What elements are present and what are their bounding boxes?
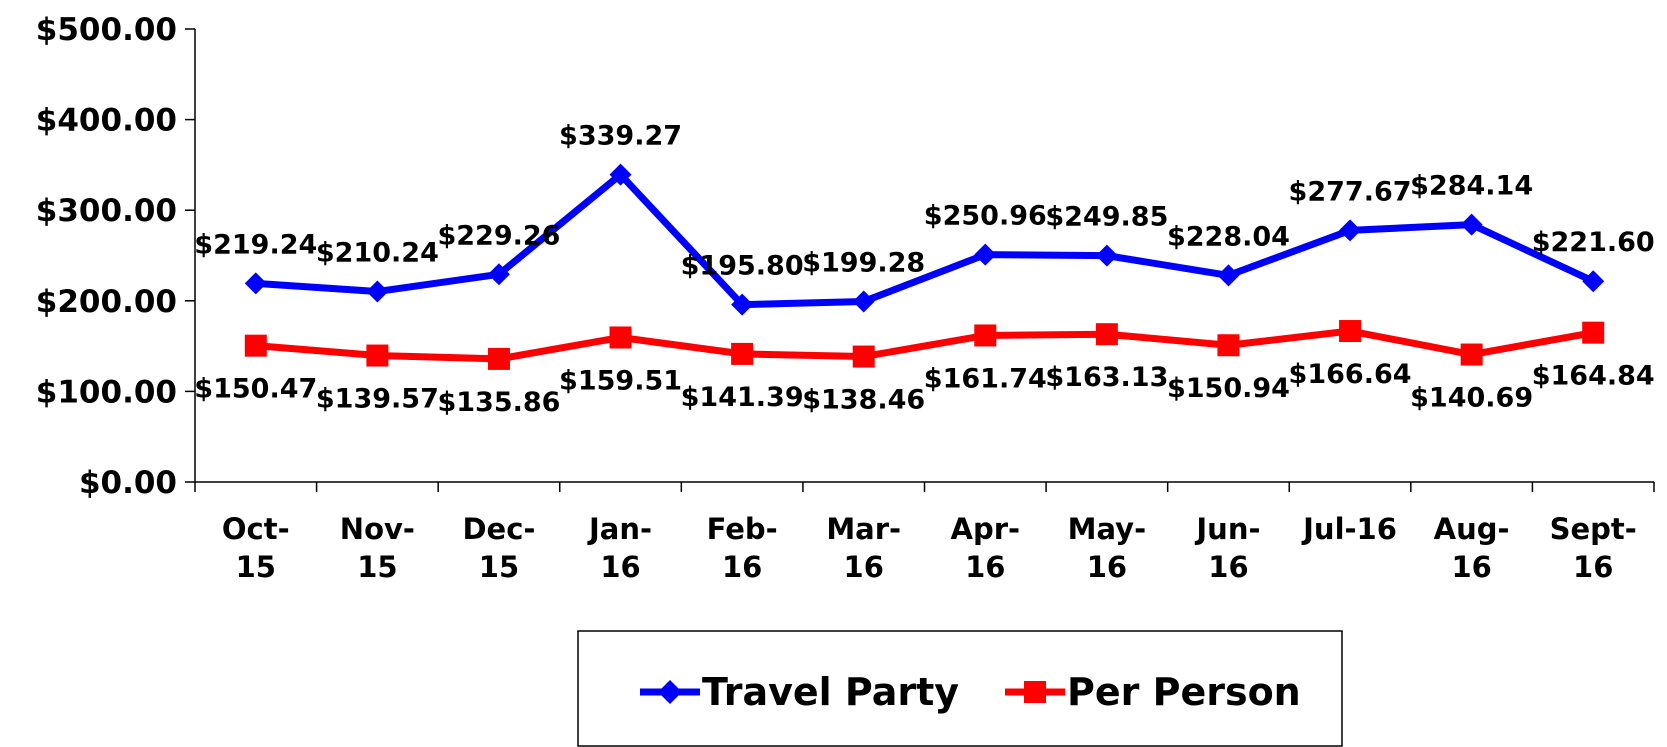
data-label: $138.46 bbox=[802, 385, 925, 416]
legend-marker bbox=[1024, 681, 1046, 703]
x-tick-label: Nov-15 bbox=[339, 512, 415, 584]
legend-label: Travel Party bbox=[702, 670, 959, 714]
data-label: $284.14 bbox=[1410, 171, 1533, 202]
data-label: $161.74 bbox=[924, 363, 1047, 394]
marker bbox=[852, 290, 875, 313]
marker bbox=[487, 347, 510, 370]
marker bbox=[1095, 244, 1118, 267]
line bbox=[255, 327, 1594, 363]
data-label: $141.39 bbox=[681, 382, 804, 413]
data-label: $229.26 bbox=[437, 220, 560, 251]
data-label: $140.69 bbox=[1410, 383, 1533, 414]
marker bbox=[487, 263, 510, 286]
x-tick-label: Dec-15 bbox=[462, 512, 536, 584]
data-label: $150.47 bbox=[194, 374, 317, 405]
legend-label: Per Person bbox=[1067, 670, 1301, 714]
marker bbox=[1460, 213, 1483, 236]
x-tick-label: Sept-16 bbox=[1549, 512, 1637, 584]
line bbox=[255, 171, 1595, 309]
marker bbox=[731, 342, 754, 365]
marker bbox=[1582, 270, 1605, 293]
data-label: $199.28 bbox=[802, 247, 925, 278]
x-tick-label: Jun-16 bbox=[1196, 512, 1261, 584]
data-label: $221.60 bbox=[1532, 227, 1655, 258]
data-label: $219.24 bbox=[194, 229, 317, 260]
x-tick-label: Oct-15 bbox=[221, 512, 290, 584]
data-label: $277.67 bbox=[1289, 176, 1412, 207]
data-label: $195.80 bbox=[681, 251, 804, 282]
x-tick-label: Jan-16 bbox=[589, 512, 653, 584]
marker bbox=[731, 293, 754, 316]
y-tick-label: $300.00 bbox=[36, 193, 177, 229]
data-label: $139.57 bbox=[316, 384, 439, 415]
x-tick-label: Aug-16 bbox=[1433, 512, 1510, 584]
data-label: $339.27 bbox=[559, 121, 682, 152]
legend-marker bbox=[658, 680, 682, 704]
data-label: $210.24 bbox=[316, 238, 439, 269]
y-tick-label: $500.00 bbox=[36, 12, 177, 48]
marker bbox=[366, 280, 389, 303]
marker bbox=[1217, 264, 1240, 287]
data-label: $166.64 bbox=[1289, 359, 1412, 390]
y-tick-label: $200.00 bbox=[36, 284, 177, 320]
marker bbox=[366, 344, 389, 367]
data-label: $249.85 bbox=[1045, 202, 1168, 233]
data-label: $250.96 bbox=[924, 201, 1047, 232]
marker bbox=[609, 163, 632, 186]
legend-box bbox=[577, 630, 1343, 747]
marker bbox=[1095, 323, 1118, 346]
marker bbox=[1460, 343, 1483, 366]
data-label: $228.04 bbox=[1167, 221, 1290, 252]
marker bbox=[852, 345, 875, 368]
marker bbox=[1582, 321, 1605, 344]
y-tick-label: $0.00 bbox=[79, 465, 177, 501]
marker bbox=[1339, 219, 1362, 242]
x-tick-label: Mar-16 bbox=[826, 512, 902, 584]
data-label: $150.94 bbox=[1167, 373, 1290, 404]
x-tick-label: Feb-16 bbox=[706, 512, 778, 584]
x-tick-label: Jul-16 bbox=[1303, 512, 1397, 546]
marker bbox=[1217, 334, 1240, 357]
marker bbox=[609, 326, 632, 349]
y-tick-label: $400.00 bbox=[36, 103, 177, 139]
data-label: $163.13 bbox=[1045, 362, 1168, 393]
data-label: $164.84 bbox=[1532, 361, 1655, 392]
marker bbox=[974, 324, 997, 347]
x-tick-label: Apr-16 bbox=[950, 512, 1021, 584]
data-label: $135.86 bbox=[437, 387, 560, 418]
x-tick-label: May-16 bbox=[1067, 512, 1147, 584]
marker bbox=[1339, 320, 1362, 343]
y-tick-label: $100.00 bbox=[36, 374, 177, 410]
marker bbox=[244, 334, 267, 357]
marker bbox=[244, 272, 267, 295]
data-label: $159.51 bbox=[559, 365, 682, 396]
marker bbox=[974, 243, 997, 266]
